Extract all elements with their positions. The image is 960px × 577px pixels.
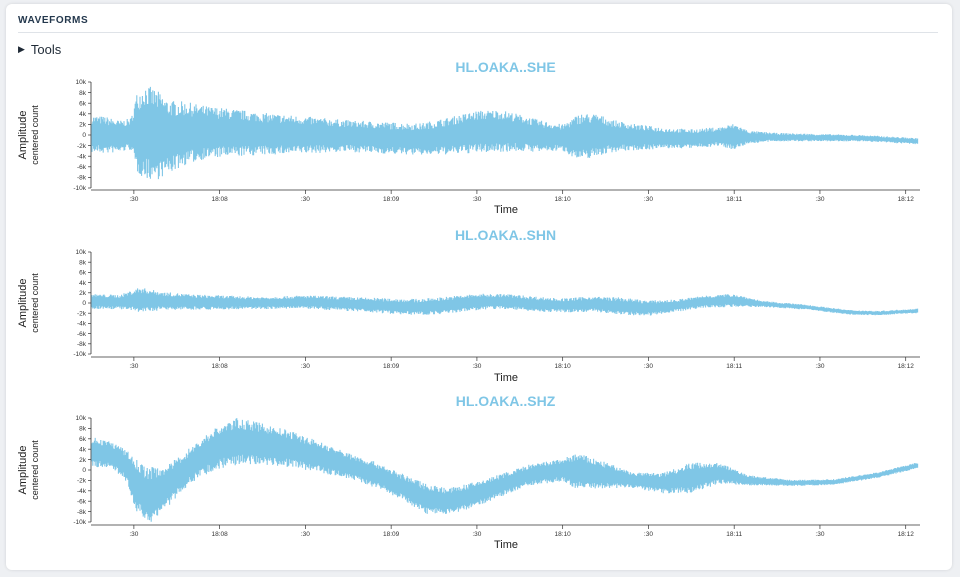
y-tick-label: -4k [77, 321, 87, 328]
x-tick-label: 18:11 [726, 196, 742, 203]
waveform-trace [91, 288, 919, 316]
y-tick-label: -2k [77, 310, 87, 317]
y-tick-label: -10k [73, 519, 86, 526]
y-tick-label: -2k [77, 143, 87, 150]
y-tick-label: 2k [79, 290, 87, 297]
y-tick-label: -10k [73, 185, 86, 192]
x-tick-label: 18:09 [383, 363, 400, 370]
chart-title: HL.OAKA..SHZ [456, 393, 556, 409]
x-tick-label: :30 [644, 196, 653, 203]
y-axis-sublabel: centered count [30, 105, 40, 165]
y-tick-label: -8k [77, 175, 87, 182]
y-tick-label: 0 [82, 467, 86, 474]
x-tick-label: :30 [472, 196, 481, 203]
x-axis-label: Time [494, 372, 518, 384]
x-tick-label: 18:11 [726, 531, 742, 538]
y-axis-sublabel: centered count [30, 273, 40, 333]
y-tick-label: 2k [79, 457, 87, 464]
waveform-trace [91, 86, 919, 180]
chart-title: HL.OAKA..SHE [455, 59, 555, 75]
x-tick-label: 18:12 [898, 363, 915, 370]
y-axis-label: Amplitude [17, 446, 29, 495]
y-axis-label: Amplitude [17, 279, 29, 328]
x-tick-label: 18:08 [211, 531, 228, 538]
section-title: WAVEFORMS [18, 15, 89, 26]
x-tick-label: 18:08 [211, 363, 228, 370]
x-tick-label: :30 [129, 531, 138, 538]
y-tick-label: -2k [77, 478, 87, 485]
x-axis-label: Time [494, 539, 518, 551]
y-tick-label: -8k [77, 341, 87, 348]
section-divider [18, 32, 938, 33]
x-tick-label: :30 [815, 196, 824, 203]
x-tick-label: 18:09 [383, 531, 400, 538]
x-tick-label: 18:12 [898, 196, 915, 203]
triangle-right-icon: ▶ [18, 44, 25, 54]
tools-label: Tools [30, 42, 62, 57]
y-tick-label: 6k [79, 100, 87, 107]
x-tick-label: :30 [129, 363, 138, 370]
x-tick-label: :30 [472, 363, 481, 370]
x-tick-label: 18:08 [211, 196, 228, 203]
x-tick-label: 18:09 [383, 196, 400, 203]
y-tick-label: 6k [79, 436, 87, 443]
y-axis-label: Amplitude [17, 111, 29, 160]
chart-1: HL.OAKA..SHE 10k 8k 6k 4k 2k 0 -2k -4k -6k -8k -10k… [17, 59, 920, 216]
x-tick-label: :30 [472, 531, 481, 538]
y-tick-label: -10k [73, 351, 86, 358]
x-tick-label: 18:11 [726, 363, 742, 370]
x-tick-label: 18:10 [555, 196, 572, 203]
y-tick-label: 10k [76, 79, 87, 86]
x-tick-label: :30 [815, 363, 824, 370]
y-tick-label: 4k [79, 111, 87, 118]
y-tick-label: -8k [77, 509, 87, 516]
y-tick-label: -6k [77, 498, 87, 505]
y-tick-label: 8k [79, 426, 87, 433]
x-tick-label: :30 [815, 531, 824, 538]
waveform-trace [91, 418, 919, 522]
x-tick-label: :30 [644, 363, 653, 370]
y-tick-label: 8k [79, 259, 87, 266]
y-tick-label: -6k [77, 164, 87, 171]
y-tick-label: 0 [82, 132, 86, 139]
y-tick-label: 6k [79, 270, 87, 277]
y-tick-label: 4k [79, 280, 87, 287]
x-tick-label: :30 [129, 196, 138, 203]
y-tick-label: 8k [79, 90, 87, 97]
chart-2: HL.OAKA..SHN 10k 8k 6k 4k 2k 0 -2k -4k -6k -8k -10k… [17, 227, 920, 384]
x-tick-label: 18:10 [555, 363, 572, 370]
y-tick-label: 4k [79, 446, 87, 453]
x-tick-label: 18:12 [898, 531, 915, 538]
chart-3: HL.OAKA..SHZ 10k 8k 6k 4k 2k 0 -2k -4k -6k -8k -10k… [17, 393, 920, 551]
chart-title: HL.OAKA..SHN [455, 227, 556, 243]
y-tick-label: -4k [77, 488, 87, 495]
y-axis-sublabel: centered count [30, 440, 40, 500]
y-tick-label: 0 [82, 300, 86, 307]
y-tick-label: 10k [76, 249, 87, 256]
y-tick-label: -4k [77, 153, 87, 160]
tools-toggle[interactable]: ▶ Tools [18, 42, 61, 57]
y-tick-label: -6k [77, 331, 87, 338]
x-tick-label: :30 [301, 531, 310, 538]
x-axis-label: Time [494, 204, 518, 216]
x-tick-label: :30 [301, 363, 310, 370]
x-tick-label: 18:10 [555, 531, 572, 538]
x-tick-label: :30 [301, 196, 310, 203]
y-tick-label: 10k [76, 415, 87, 422]
x-tick-label: :30 [644, 531, 653, 538]
y-tick-label: 2k [79, 122, 87, 129]
